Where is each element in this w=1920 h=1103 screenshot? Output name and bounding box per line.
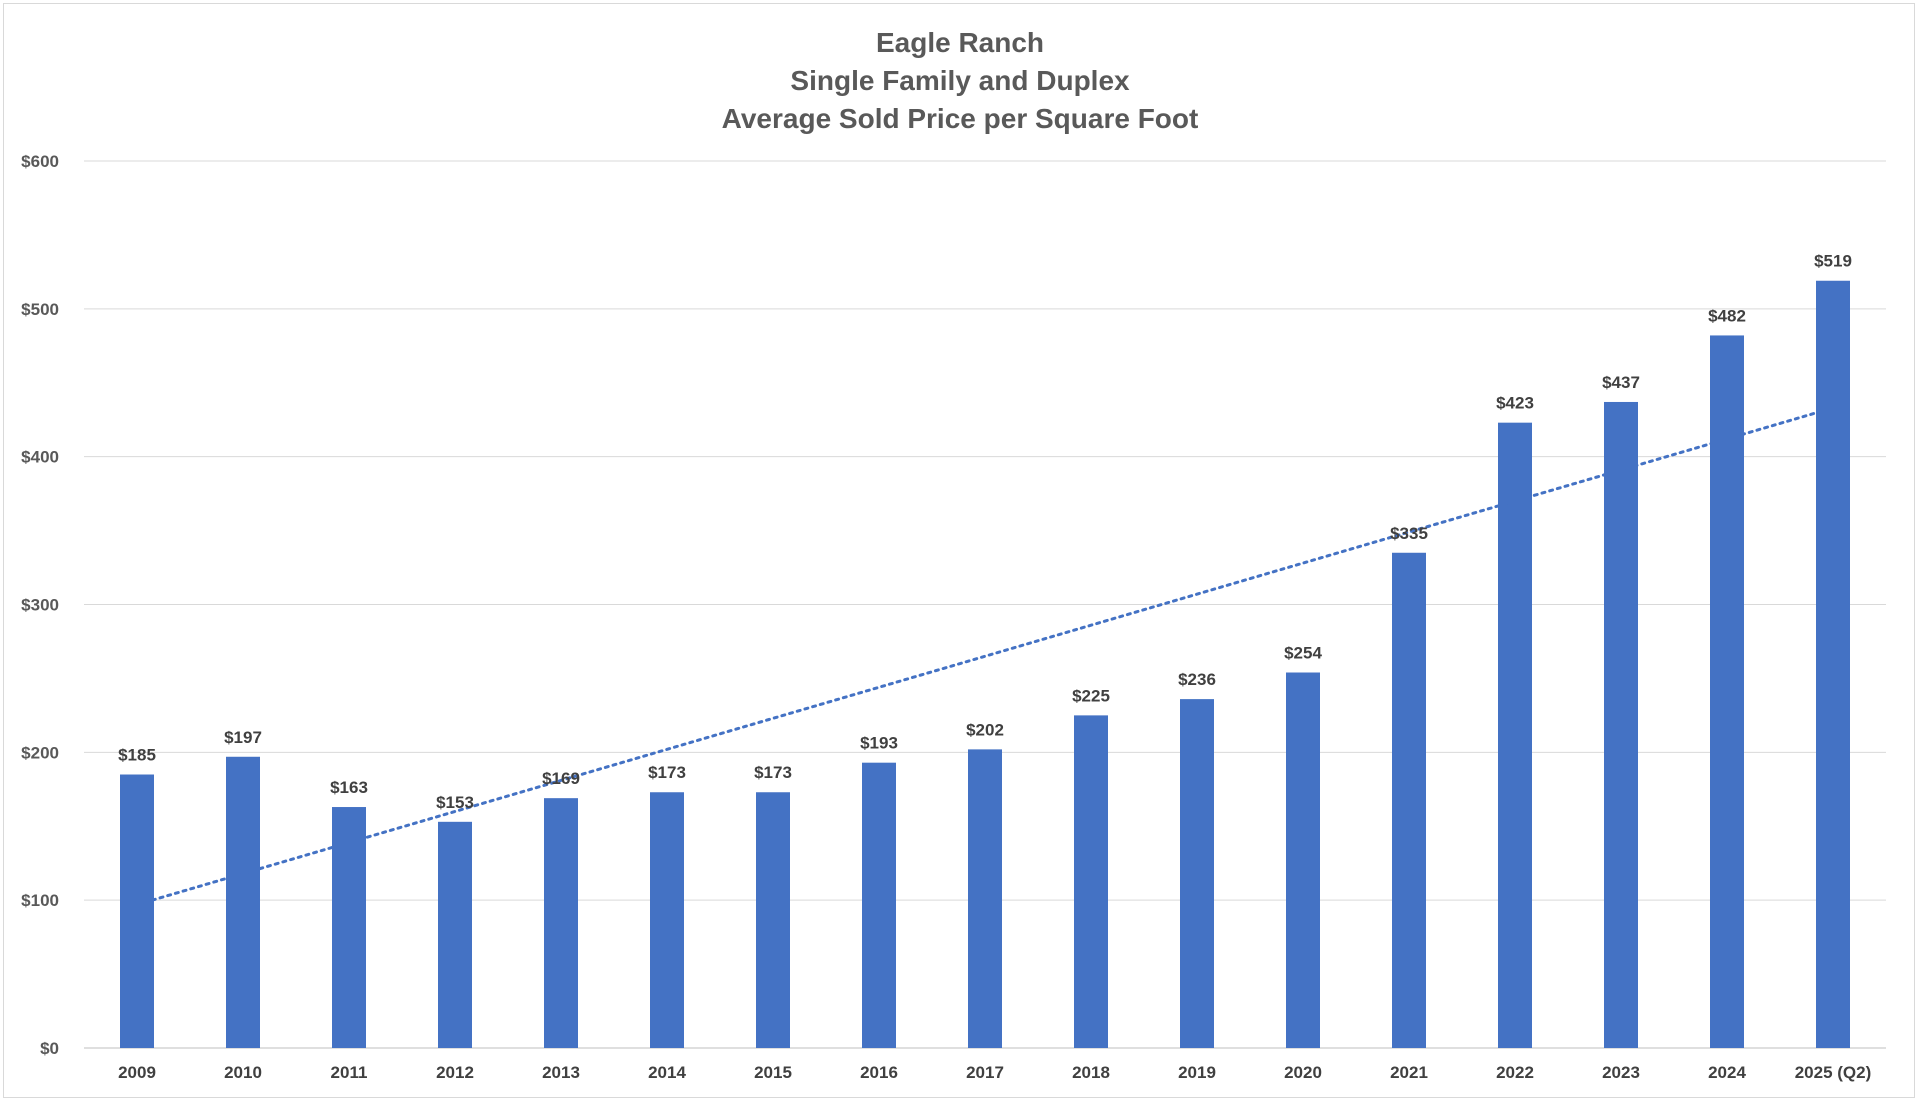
y-axis-tick-labels: $0 $100 $200 $300 $400 $500 $600	[21, 152, 59, 1058]
data-label: $519	[1814, 252, 1852, 271]
data-label: $225	[1072, 686, 1110, 705]
y-tick-label: $0	[40, 1039, 59, 1058]
trendline	[135, 406, 1835, 907]
bar-2022	[1498, 422, 1532, 1048]
data-label: $482	[1708, 306, 1746, 325]
data-label: $193	[860, 734, 898, 753]
y-tick-label: $600	[21, 152, 59, 171]
bar-chart: Eagle Ranch Single Family and Duplex Ave…	[21, 27, 1886, 1082]
y-tick-label: $300	[21, 596, 59, 615]
data-label: $173	[754, 763, 792, 782]
bar-2019	[1180, 699, 1214, 1048]
bar-2021	[1392, 552, 1426, 1048]
chart-title: Eagle Ranch Single Family and Duplex Ave…	[722, 27, 1199, 134]
x-tick-label: 2018	[1072, 1063, 1110, 1082]
bar-2025-Q2	[1816, 280, 1850, 1048]
bar-2009	[120, 774, 154, 1048]
data-label: $236	[1178, 670, 1216, 689]
x-tick-label: 2024	[1708, 1063, 1746, 1082]
data-label: $173	[648, 763, 686, 782]
x-tick-label: 2023	[1602, 1063, 1640, 1082]
data-label: $185	[118, 746, 156, 765]
y-tick-label: $100	[21, 891, 59, 910]
data-label: $163	[330, 778, 368, 797]
data-label: $437	[1602, 373, 1640, 392]
x-tick-label: 2021	[1390, 1063, 1428, 1082]
x-tick-label: 2016	[860, 1063, 898, 1082]
x-tick-label: 2015	[754, 1063, 792, 1082]
y-tick-label: $200	[21, 743, 59, 762]
data-label: $254	[1284, 644, 1322, 663]
bar-2015	[756, 792, 790, 1048]
bar-2020	[1286, 672, 1320, 1048]
bar-2013	[544, 798, 578, 1048]
chart-area: Eagle Ranch Single Family and Duplex Ave…	[3, 3, 1915, 1098]
x-tick-label: 2019	[1178, 1063, 1216, 1082]
y-tick-label: $500	[21, 300, 59, 319]
x-tick-label: 2010	[224, 1063, 262, 1082]
bar-2010	[226, 756, 260, 1048]
bar-2018	[1074, 715, 1108, 1048]
data-label: $423	[1496, 394, 1534, 413]
bar-2012	[438, 821, 472, 1048]
x-tick-label: 2009	[118, 1063, 156, 1082]
trendline-group	[135, 406, 1835, 907]
data-label: $197	[224, 728, 262, 747]
bar-2011	[332, 807, 366, 1048]
bar-2016	[862, 762, 896, 1048]
bar-2024	[1710, 335, 1744, 1048]
x-axis-tick-labels: 2009 2010 2011 2012 2013 2014 2015 2016 2017 2018…	[118, 1063, 1871, 1082]
data-label: $169	[542, 769, 580, 788]
bar-2014	[650, 792, 684, 1048]
x-tick-label: 2013	[542, 1063, 580, 1082]
bar-2023	[1604, 401, 1638, 1048]
data-labels: $185 $197 $163 $153 $169 $173 $173 $193 $202 $225…	[118, 252, 1852, 812]
x-tick-label: 2020	[1284, 1063, 1322, 1082]
chart-title-line-1: Eagle Ranch	[876, 27, 1044, 58]
x-tick-label: 2014	[648, 1063, 686, 1082]
bar-2017	[968, 749, 1002, 1048]
data-label: $202	[966, 720, 1004, 739]
x-tick-label: 2017	[966, 1063, 1004, 1082]
data-label: $335	[1390, 524, 1428, 543]
x-tick-label: 2011	[331, 1063, 368, 1082]
x-tick-label: 2022	[1496, 1063, 1534, 1082]
x-tick-label: 2012	[436, 1063, 474, 1082]
chart-title-line-3: Average Sold Price per Square Foot	[722, 103, 1199, 134]
chart-title-line-2: Single Family and Duplex	[790, 65, 1130, 96]
data-label: $153	[436, 793, 474, 812]
x-tick-label: 2025 (Q2)	[1795, 1063, 1872, 1082]
bars	[120, 280, 1850, 1048]
y-tick-label: $400	[21, 448, 59, 467]
